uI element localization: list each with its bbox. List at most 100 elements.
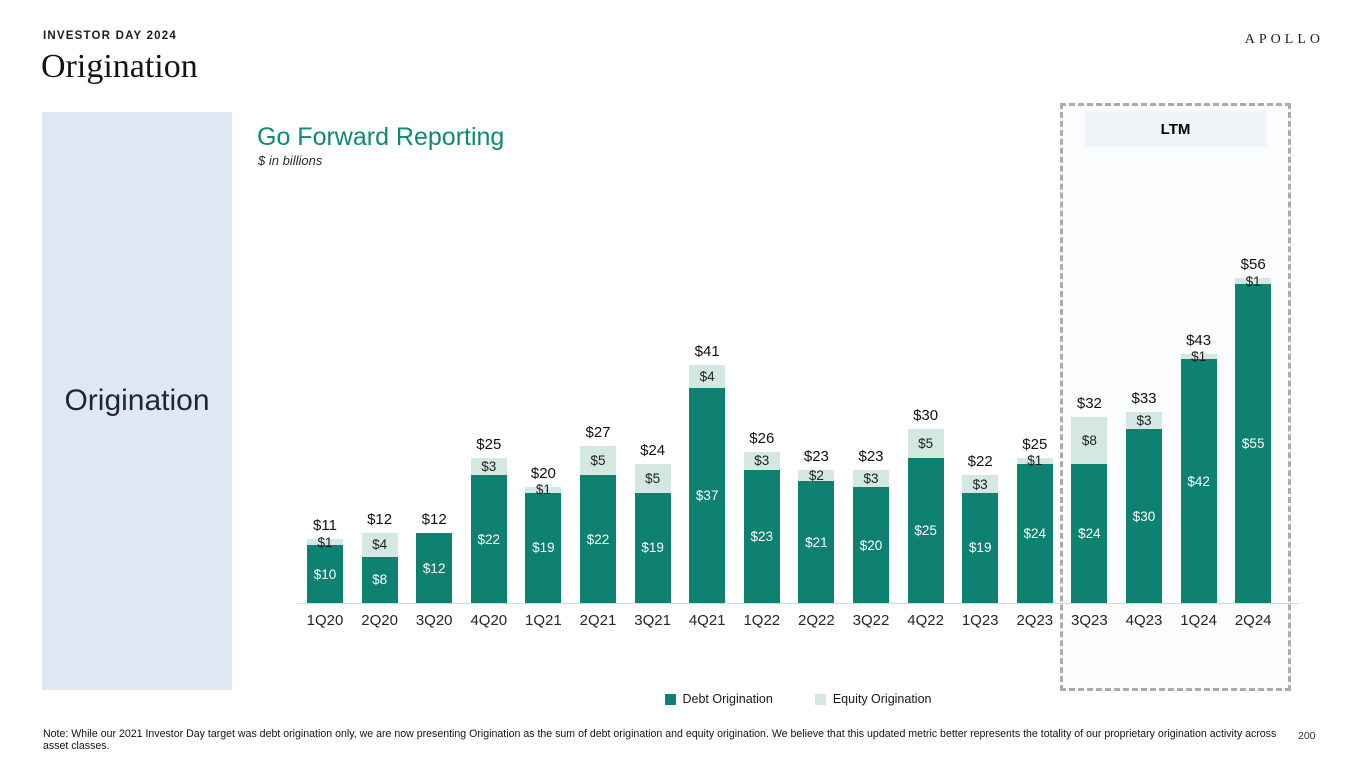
bar-segment-debt-2Q20: $8 bbox=[361, 556, 398, 603]
debt-value-label: $25 bbox=[914, 523, 937, 538]
debt-value-label: $8 bbox=[372, 572, 388, 588]
x-axis-line bbox=[297, 603, 1299, 604]
bar-segment-equity-4Q22: $5 bbox=[907, 429, 944, 458]
sidebar-section-origination: Origination bbox=[42, 112, 232, 690]
equity-value-label: $5 bbox=[590, 453, 606, 469]
equity-value-label: $3 bbox=[1136, 412, 1152, 428]
bar-segment-equity-4Q23: $3 bbox=[1126, 411, 1162, 429]
equity-value-label: $1 bbox=[535, 482, 551, 498]
equity-value-label: $1 bbox=[317, 534, 333, 550]
apollo-logo: APOLLO bbox=[1244, 32, 1324, 47]
bar-segment-equity-4Q21: $4 bbox=[689, 365, 726, 389]
debt-value-label: $24 bbox=[1023, 525, 1047, 541]
bar-segment-debt-1Q20: $10 bbox=[307, 545, 343, 603]
bar-segment-equity-3Q22: $3 bbox=[853, 469, 889, 487]
bar-segment-debt-1Q22: $23 bbox=[743, 469, 780, 603]
bar-segment-debt-2Q21: $22 bbox=[580, 475, 616, 603]
bar-segment-debt-1Q21: $19 bbox=[525, 492, 562, 603]
total-value-label-1Q20: $11 bbox=[313, 517, 337, 535]
debt-value-label: $24 bbox=[1078, 525, 1101, 541]
bar-segment-equity-2Q21: $5 bbox=[580, 446, 616, 476]
equity-value-label: $1 bbox=[1027, 453, 1043, 469]
total-value-label-1Q21: $20 bbox=[530, 465, 556, 482]
x-axis-label-2Q20: 2Q20 bbox=[361, 612, 398, 629]
bar-segment-debt-1Q24: $42 bbox=[1180, 359, 1217, 603]
equity-value-label: $4 bbox=[372, 537, 388, 553]
debt-value-label: $19 bbox=[532, 540, 555, 556]
legend-label-equity: Equity Origination bbox=[832, 692, 932, 706]
x-axis-label-2Q21: 2Q21 bbox=[579, 612, 617, 629]
debt-value-label: $22 bbox=[586, 531, 610, 547]
bar-segment-equity-2Q23: $1 bbox=[1016, 454, 1053, 468]
total-value-label-2Q21: $27 bbox=[585, 424, 611, 442]
equity-value-label: $1 bbox=[1191, 349, 1207, 364]
page-number: 200 bbox=[1298, 730, 1316, 742]
page-title: Origination bbox=[41, 48, 198, 85]
x-axis-label-4Q20: 4Q20 bbox=[470, 612, 508, 629]
bar-segment-debt-3Q22: $20 bbox=[853, 487, 889, 603]
total-value-label-2Q22: $23 bbox=[803, 447, 829, 465]
bar-segment-debt-1Q23: $19 bbox=[962, 492, 999, 603]
legend-item-equity: Equity Origination bbox=[814, 692, 932, 706]
debt-value-label: $30 bbox=[1132, 508, 1156, 524]
bar-segment-equity-2Q24: $1 bbox=[1235, 274, 1272, 288]
equity-value-label: $3 bbox=[481, 459, 497, 475]
debt-value-label: $21 bbox=[805, 534, 828, 550]
debt-value-label: $42 bbox=[1187, 473, 1210, 489]
equity-value-label: $5 bbox=[645, 470, 661, 486]
equity-value-label: $1 bbox=[1245, 273, 1261, 289]
debt-value-label: $12 bbox=[422, 560, 446, 576]
bar-segment-equity-1Q20: $1 bbox=[307, 535, 343, 549]
bar-segment-equity-1Q21: $1 bbox=[525, 483, 562, 497]
equity-value-label: $3 bbox=[863, 470, 879, 486]
x-axis-label-3Q21: 3Q21 bbox=[634, 612, 671, 629]
bar-segment-equity-1Q22: $3 bbox=[743, 452, 780, 470]
x-axis-label-2Q22: 2Q22 bbox=[798, 612, 835, 629]
legend-swatch-debt bbox=[664, 693, 676, 705]
total-value-label-1Q23: $22 bbox=[967, 453, 993, 471]
debt-value-label: $10 bbox=[313, 566, 337, 582]
debt-value-label: $22 bbox=[477, 531, 501, 547]
total-value-label-3Q22: $23 bbox=[858, 447, 884, 465]
ltm-header-band: LTM bbox=[1085, 111, 1266, 147]
total-value-label-4Q23: $33 bbox=[1131, 389, 1157, 407]
debt-value-label: $19 bbox=[641, 540, 664, 556]
bar-segment-debt-2Q24: $55 bbox=[1235, 284, 1272, 603]
x-axis-label-1Q24: 1Q24 bbox=[1180, 612, 1217, 629]
equity-value-label: $5 bbox=[918, 436, 934, 451]
chart-title: Go Forward Reporting bbox=[257, 123, 505, 151]
bar-segment-debt-3Q20: $12 bbox=[416, 533, 453, 603]
x-axis-label-4Q22: 4Q22 bbox=[907, 612, 944, 629]
total-value-label-2Q20: $12 bbox=[367, 511, 393, 529]
debt-value-label: $23 bbox=[750, 528, 774, 544]
equity-value-label: $3 bbox=[754, 453, 770, 469]
bar-segment-debt-3Q21: $19 bbox=[634, 492, 671, 603]
x-axis-label-3Q23: 3Q23 bbox=[1071, 612, 1108, 629]
x-axis-label-2Q24: 2Q24 bbox=[1234, 612, 1272, 629]
debt-value-label: $55 bbox=[1241, 436, 1265, 451]
x-axis-label-1Q22: 1Q22 bbox=[743, 612, 781, 629]
x-axis-label-4Q21: 4Q21 bbox=[688, 612, 726, 629]
x-axis-label-4Q23: 4Q23 bbox=[1125, 612, 1163, 629]
total-value-label-1Q24: $43 bbox=[1186, 331, 1212, 349]
chart-legend: Debt Origination Equity Origination bbox=[297, 692, 1299, 706]
ltm-label: LTM bbox=[1160, 120, 1191, 138]
total-value-label-2Q24: $56 bbox=[1240, 256, 1266, 274]
bar-segment-equity-1Q24: $1 bbox=[1180, 350, 1217, 363]
x-axis-label-3Q22: 3Q22 bbox=[852, 612, 890, 629]
x-axis-label-2Q23: 2Q23 bbox=[1016, 612, 1054, 629]
x-axis-label-1Q23: 1Q23 bbox=[961, 612, 999, 629]
total-value-label-3Q20: $12 bbox=[421, 511, 447, 529]
total-value-label-4Q22: $30 bbox=[913, 407, 939, 424]
eyebrow-investor-day: INVESTOR DAY 2024 bbox=[43, 30, 177, 42]
x-axis-label-1Q21: 1Q21 bbox=[525, 612, 562, 629]
chart-subtitle: $ in billions bbox=[258, 153, 323, 168]
equity-value-label: $2 bbox=[808, 467, 824, 483]
debt-value-label: $19 bbox=[968, 540, 992, 556]
bar-segment-debt-4Q23: $30 bbox=[1126, 429, 1162, 603]
equity-value-label: $4 bbox=[699, 369, 715, 385]
bar-segment-debt-4Q22: $25 bbox=[907, 458, 944, 603]
bar-segment-debt-4Q21: $37 bbox=[689, 388, 726, 603]
bar-segment-equity-2Q22: $2 bbox=[798, 467, 835, 483]
bar-segment-debt-2Q23: $24 bbox=[1016, 463, 1053, 603]
